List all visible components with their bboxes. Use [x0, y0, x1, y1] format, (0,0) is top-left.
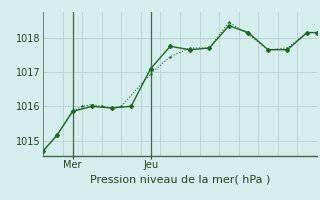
X-axis label: Pression niveau de la mer( hPa ): Pression niveau de la mer( hPa )	[90, 174, 270, 184]
